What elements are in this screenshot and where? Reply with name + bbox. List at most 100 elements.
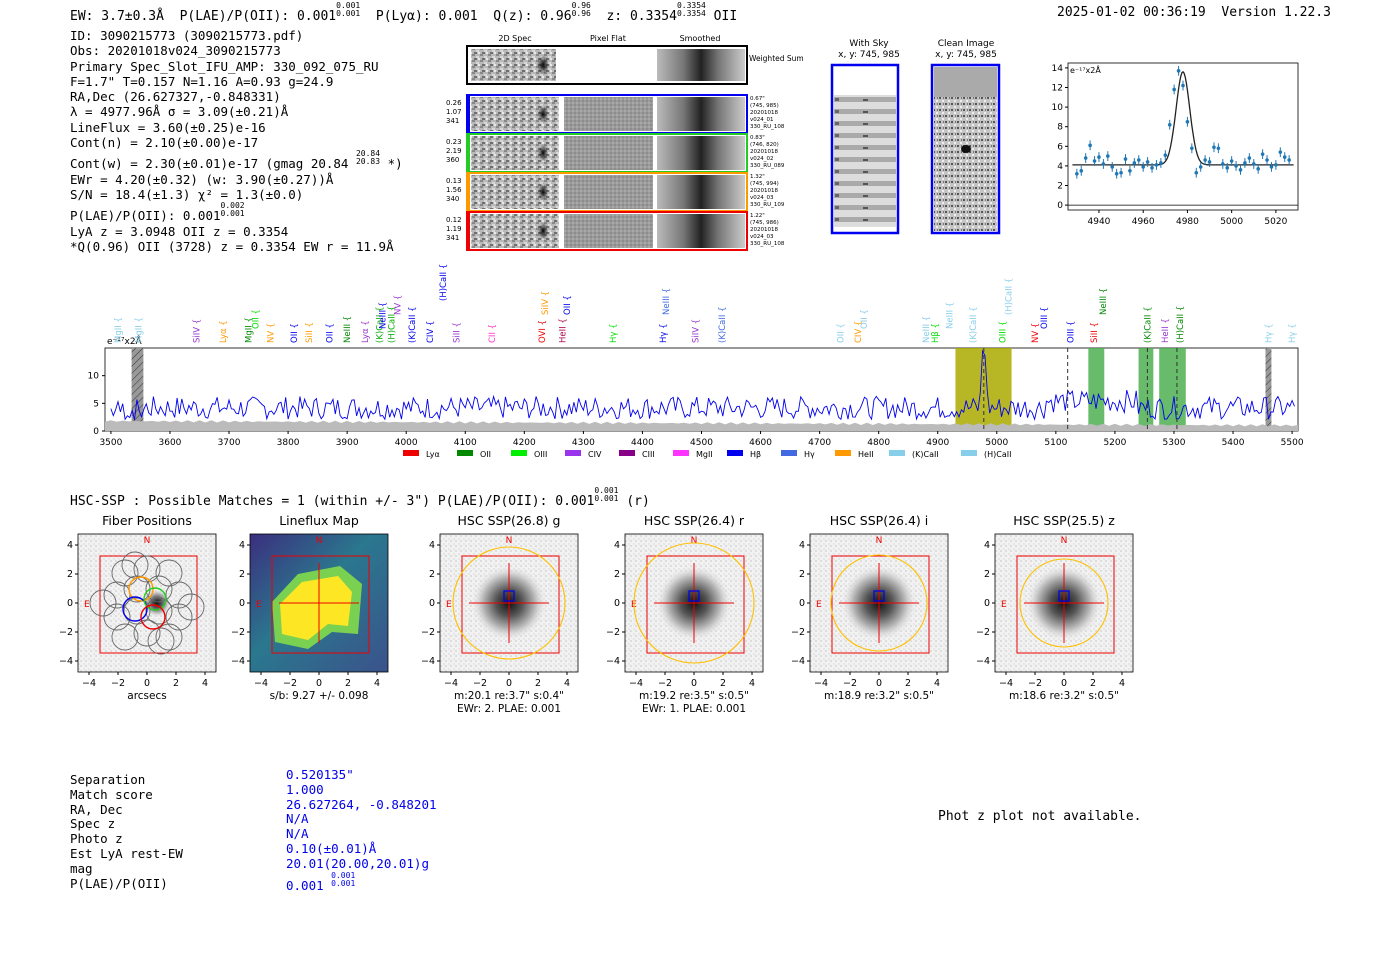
hsc-ytick-label: 0 [67,598,73,609]
cutout-row-marker [467,212,470,250]
cutout-smoothed [657,214,745,248]
hsc-plae-hi: 0.001 [594,486,619,495]
clean-image-source [961,145,971,153]
line-fit-point [1132,161,1137,165]
cutout-row-c: 340 [446,195,459,203]
info-q: *Q(0.96) OII (3728) z = 0.3354 EW r = 11… [70,238,394,254]
cutout-pixel-flat [564,97,653,131]
header-ew: EW: 3.7±0.3Å [70,9,164,24]
summary-plae-frac: 0.001 0.001 [331,871,356,888]
summary-label: P(LAE)/P(OII) [70,875,168,891]
spectrum-line-label: NeIII { [343,316,353,343]
line-fit-ytick-label: 12 [1052,84,1063,94]
info-plae-hi: 0.002 [220,201,245,211]
hsc-ytick-label: −4 [976,656,990,667]
summary-plae-lo: 0.001 [331,878,356,888]
hsc-east-label: E [256,600,262,610]
weighted-2d-source [537,55,549,75]
hsc-ytick-label: −2 [791,627,805,638]
fiber-position [145,575,173,603]
hsc-ytick-label: 4 [614,540,620,551]
info-sn: S/N = 18.4(±1.3) χ² = 1.3(±0.0) [70,186,304,202]
spectrum-line-label: (K)CaII { [969,307,979,343]
line-fit-point [1172,87,1176,92]
info-obs: Obs: 20201018v024_3090215773 [70,43,281,59]
spectrum-line-label: (H)CaII { [1005,278,1015,315]
spectrum-line-label: NV { [266,323,276,343]
header-z-line: OII [713,9,738,24]
hsc-panel-0: Fiber Positions N E −4 −4 −2 −2 0 0 2 2 4 4 arcsecs [59,513,217,702]
hsc-xtick-label: 2 [173,678,179,689]
info-plae-text: P(LAE)/P(OII): 0.001 [70,208,221,224]
line-fit-point [1274,163,1278,167]
hsc-east-label: E [816,600,822,610]
spectrum-xtick-label: 4500 [690,438,713,448]
info-lambda: λ = 4977.96Å σ = 3.09(±0.21)Å [70,104,289,120]
hsc-xtick-label: 4 [1119,678,1125,689]
spectrum-shaded-region [1265,348,1272,431]
hsc-match-marker [688,590,700,602]
spectrum-line-label: Hγ { [1288,323,1298,343]
cutout-row-info: (745, 985) [750,103,779,109]
spectrum-legend-swatch [511,450,527,456]
hsc-xtick-label: 4 [934,678,940,689]
hsc-xtick-label: −4 [254,678,268,689]
hsc-panel-title: Fiber Positions [102,513,192,528]
hsc-ellipse-aperture [452,546,566,660]
spectrum-xtick-label: 4900 [926,438,949,448]
cutout-row-info: 0.83" [750,135,765,141]
cutout-row-info: 330_RU_108 [750,241,785,247]
weighted-smoothed [657,49,745,81]
cutout-row-a: 0.12 [446,216,462,224]
line-fit-ytick-label: 4 [1057,162,1063,172]
cutout-row-info: v024_01 [750,117,774,123]
spectrum-line-label: NV { [1031,323,1041,343]
hsc-ytick-label: −2 [606,627,620,638]
info-plae-frac: 0.002 0.001 [221,202,245,218]
line-fit-point [1079,169,1084,173]
spectrum-legend-label: (H)CaII [984,450,1011,459]
cutout-row-info: 20201018 [750,188,778,194]
line-fit-ytick-label: 0 [1057,201,1063,211]
summary-label: mag [70,860,93,876]
spectrum-shaded-region [983,348,1012,431]
hsc-panel-caption-2: EWr: 1. PLAE: 0.001 [642,703,746,715]
hsc-north-label: N [506,536,513,546]
line-fit-ytick-label: 10 [1052,103,1064,113]
spectrum-line-label: (K)CaII { [376,307,386,343]
hsc-ytick-label: 2 [239,569,245,580]
hsc-ytick-label: 0 [239,598,245,609]
header-qz: Q(z): 0.96 [493,9,572,24]
col-2dspec-label: 2D Spec [498,34,531,43]
hsc-panel-title: HSC SSP(26.8) g [458,513,561,528]
fiber-position [177,593,205,621]
summary-value: N/A [286,826,437,842]
hsc-xtick-label: 0 [316,678,322,689]
summary-value-text: N/A [286,811,309,827]
cutout-row-info: v024_03 [750,234,774,240]
summary-label: Spec z [70,816,116,832]
spectrum-line-label: SiII { [305,322,315,343]
hsc-xtick-label: −2 [111,678,125,689]
spectrum-flux-line [110,349,1295,421]
fiber-position [111,559,139,587]
cutout-row-info: 1.32" [750,174,765,180]
cutout-2d-source [538,105,548,123]
cutout-row-b: 1.56 [446,186,462,194]
spectrum-line-label: SiII { [1090,322,1100,343]
spectrum-line-label: MgII { [245,317,255,343]
cutout-row-info: 0.67" [750,96,765,102]
line-fit-point [1181,83,1185,88]
cutout-row-c: 360 [446,156,459,164]
line-fit-ytick-label: 6 [1057,142,1063,152]
cutout-2d-source [538,183,548,201]
spectrum-line-label: OII { [563,295,573,315]
summary-value-text: 0.001 [286,877,324,893]
hsc-aperture-box [831,555,930,654]
hsc-xtick-label: 2 [905,678,911,689]
hsc-title: HSC-SSP : Possible Matches = 1 (within +… [70,486,650,510]
spectrum-legend-swatch [835,450,851,456]
spectrum-error-band [105,420,1298,431]
hsc-xtick-label: 4 [202,678,208,689]
info-ewr: EWr = 4.20(±0.32) (w: 3.90(±0.27))Å [70,171,334,187]
